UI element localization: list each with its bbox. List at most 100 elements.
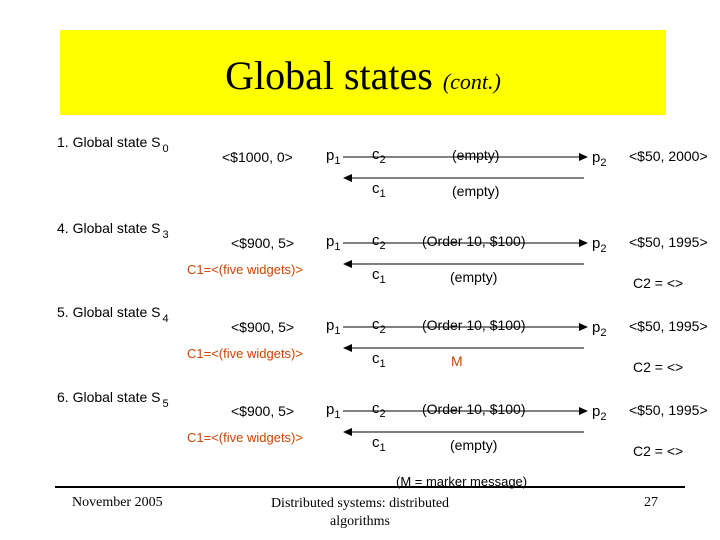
- process-p1: p1: [326, 147, 340, 167]
- channel-c1-base: c: [372, 350, 380, 367]
- process-p2-subscript: 2: [600, 157, 607, 169]
- process-p2: p2: [592, 403, 606, 423]
- arrowhead-c2: [579, 407, 588, 415]
- channel-c1-message: (empty): [450, 269, 498, 285]
- state-label-index: 4: [162, 313, 169, 325]
- channel-c1: c1: [372, 266, 386, 286]
- channel-c1-base: c: [372, 266, 380, 283]
- state-label-text: 5. Global state S: [57, 304, 161, 320]
- footer-page: 27: [644, 495, 658, 510]
- process-p2-subscript: 2: [600, 411, 607, 423]
- channel-c2: c2: [372, 316, 386, 336]
- channel-c1-message: (empty): [450, 437, 498, 453]
- channel-c2-subscript: 2: [379, 408, 386, 420]
- channel-c2-message: (Order 10, $100): [422, 317, 526, 333]
- arrowhead-c1: [343, 344, 352, 352]
- channel-c2-base: c: [372, 146, 380, 163]
- footer-rule: [55, 486, 685, 488]
- channel-c1-message: (empty): [452, 183, 500, 199]
- state-label-index: 0: [162, 143, 169, 155]
- p2-recorded-channel: C2 = <>: [633, 275, 684, 291]
- channel-c1: c1: [372, 180, 386, 200]
- p1-state-value: <$1000, 0>: [222, 149, 293, 165]
- channel-c2: c2: [372, 232, 386, 252]
- process-p2-base: p: [592, 319, 601, 336]
- process-p2-subscript: 2: [600, 327, 607, 339]
- state-label-text: 4. Global state S: [57, 220, 161, 236]
- footer-date: November 2005: [72, 495, 163, 510]
- process-p1: p1: [326, 401, 340, 421]
- arrowhead-c2: [579, 323, 588, 331]
- title-sub: (cont.): [442, 69, 501, 94]
- channel-c2-subscript: 2: [379, 324, 386, 336]
- arrowhead-c2: [579, 153, 588, 161]
- channel-c2-subscript: 2: [379, 154, 386, 166]
- state-label-index: 3: [162, 229, 169, 241]
- arrowhead-c2: [579, 239, 588, 247]
- p1-state-value: <$900, 5>: [231, 235, 295, 251]
- channel-c2-message: (empty): [452, 147, 500, 163]
- p1-recorded-channel: C1=<(five widgets)>: [187, 262, 303, 277]
- process-p1: p1: [326, 317, 340, 337]
- channel-c2-base: c: [372, 400, 380, 417]
- p1-state-value: <$900, 5>: [231, 319, 295, 335]
- p2-recorded-channel: C2 = <>: [633, 359, 684, 375]
- state-label-index: 5: [162, 398, 169, 410]
- process-p1-base: p: [326, 147, 335, 164]
- title-main: Global states: [225, 53, 433, 98]
- marker-message: M: [451, 353, 463, 369]
- title-banner: Global states (cont.): [60, 30, 666, 115]
- process-p1-subscript: 1: [334, 155, 341, 167]
- process-p2: p2: [592, 235, 606, 255]
- arrowhead-c1: [343, 174, 352, 182]
- process-p1-base: p: [326, 233, 335, 250]
- p2-state-value: <$50, 1995>: [629, 234, 708, 250]
- process-p1-base: p: [326, 317, 335, 334]
- process-p2: p2: [592, 319, 606, 339]
- channel-c1-subscript: 1: [379, 358, 386, 370]
- channel-c1-base: c: [372, 180, 380, 197]
- channel-c2: c2: [372, 400, 386, 420]
- channel-c1: c1: [372, 434, 386, 454]
- channel-c1: c1: [372, 350, 386, 370]
- p1-recorded-channel: C1=<(five widgets)>: [187, 430, 303, 445]
- p1-recorded-channel: C1=<(five widgets)>: [187, 346, 303, 361]
- channel-c2-message: (Order 10, $100): [422, 233, 526, 249]
- channel-c2-base: c: [372, 232, 380, 249]
- arrowhead-c1: [343, 260, 352, 268]
- process-p2-base: p: [592, 149, 601, 166]
- p2-recorded-channel: C2 = <>: [633, 443, 684, 459]
- marker-note: (M = marker message): [396, 474, 528, 489]
- process-p2-subscript: 2: [600, 243, 607, 255]
- process-p2: p2: [592, 149, 606, 169]
- process-p2-base: p: [592, 235, 601, 252]
- footer-course: Distributed systems: distributed algorit…: [270, 496, 450, 529]
- channel-c1-subscript: 1: [379, 274, 386, 286]
- p1-state-value: <$900, 5>: [231, 403, 295, 419]
- state-label-text: 1. Global state S: [57, 134, 161, 150]
- arrowhead-c1: [343, 428, 352, 436]
- process-p1-base: p: [326, 401, 335, 418]
- p2-state-value: <$50, 2000>: [629, 148, 708, 164]
- p2-state-value: <$50, 1995>: [629, 402, 708, 418]
- process-p2-base: p: [592, 403, 601, 420]
- channel-c2-subscript: 2: [379, 240, 386, 252]
- channel-c2-base: c: [372, 316, 380, 333]
- channel-c2: c2: [372, 146, 386, 166]
- state-label-text: 6. Global state S: [57, 389, 161, 405]
- slide-title: Global states (cont.): [60, 52, 666, 106]
- process-p1-subscript: 1: [334, 325, 341, 337]
- channel-c1-subscript: 1: [379, 442, 386, 454]
- process-p1: p1: [326, 233, 340, 253]
- channel-c1-subscript: 1: [379, 188, 386, 200]
- process-p1-subscript: 1: [334, 409, 341, 421]
- channel-c1-base: c: [372, 434, 380, 451]
- p2-state-value: <$50, 1995>: [629, 318, 708, 334]
- process-p1-subscript: 1: [334, 241, 341, 253]
- channel-c2-message: (Order 10, $100): [422, 401, 526, 417]
